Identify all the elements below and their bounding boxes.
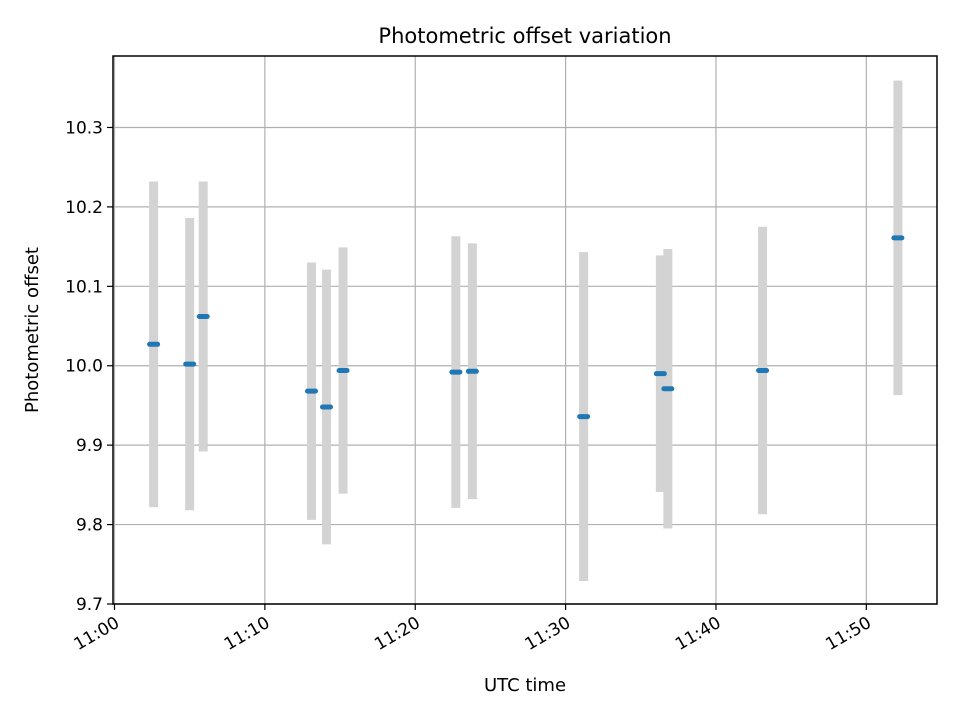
x-axis-label: UTC time xyxy=(484,675,566,696)
y-tick-label: 9.9 xyxy=(76,436,103,456)
plot-frame xyxy=(112,55,938,605)
grid xyxy=(113,56,937,605)
x-tick-label: 11:40 xyxy=(672,613,724,655)
y-axis-label: Photometric offset xyxy=(22,247,43,413)
y-axis-ticks: 9.7 9.8 9.9 10.0 10.1 10.2 10.3 xyxy=(65,118,113,615)
chart-title: Photometric offset variation xyxy=(378,24,671,48)
markers xyxy=(147,235,905,420)
y-tick-label: 10.3 xyxy=(65,118,103,138)
y-tick-label: 9.8 xyxy=(76,516,103,536)
x-tick-label: 11:10 xyxy=(221,613,273,655)
y-tick-label: 9.7 xyxy=(76,595,103,615)
x-axis-ticks: 11:00 11:10 11:20 11:30 11:40 11:50 xyxy=(71,604,875,655)
x-tick-label: 11:00 xyxy=(71,613,123,655)
x-tick-label: 11:30 xyxy=(522,613,574,655)
x-tick-label: 11:50 xyxy=(822,613,874,655)
y-tick-label: 10.0 xyxy=(65,357,103,377)
x-tick-label: 11:20 xyxy=(371,613,423,655)
y-tick-label: 10.2 xyxy=(65,198,103,218)
y-tick-label: 10.1 xyxy=(65,277,103,297)
